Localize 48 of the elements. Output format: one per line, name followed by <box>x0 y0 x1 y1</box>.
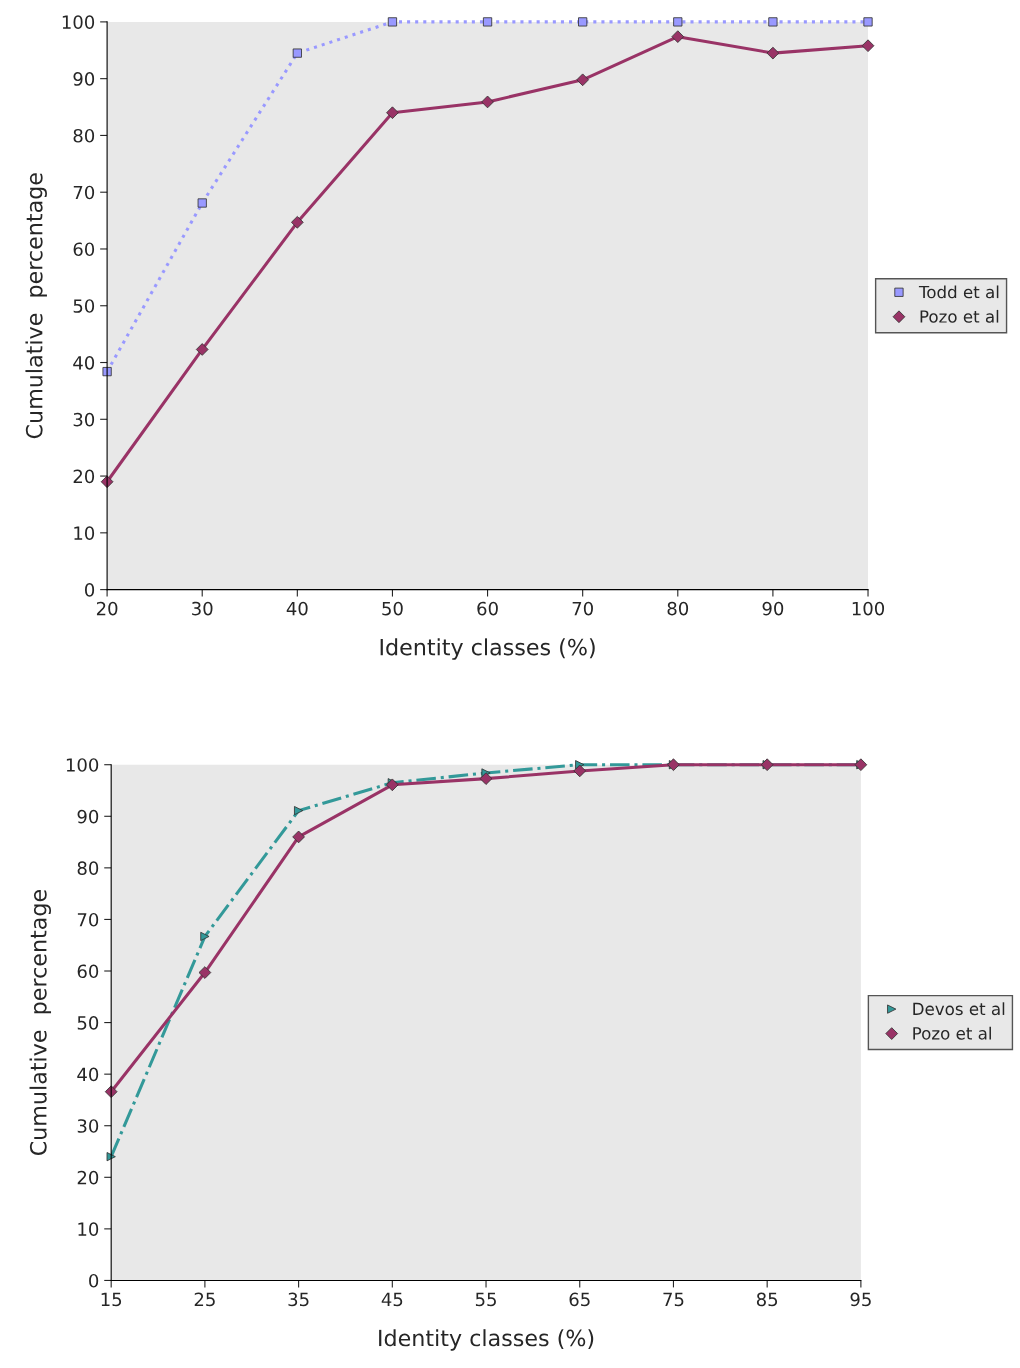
y-axis-title: Cumulative percentage <box>25 173 47 439</box>
y-tick-label: 100 <box>66 758 99 772</box>
x-tick-label: 95 <box>850 1292 871 1307</box>
x-tick-label: 35 <box>288 1292 309 1307</box>
x-tick-label: 100 <box>852 601 885 616</box>
legend-label: Todd et al <box>918 285 999 299</box>
y-tick-label: 0 <box>85 583 95 597</box>
y-tick-label: 20 <box>73 469 95 484</box>
y-tick-label: 40 <box>73 355 95 370</box>
legend-label: Devos et al <box>913 1002 1005 1016</box>
y-tick-label: 50 <box>73 299 95 313</box>
y-tick-label: 20 <box>77 1170 99 1185</box>
y-tick-label: 10 <box>78 1222 99 1236</box>
y-tick-label: 10 <box>74 526 95 540</box>
y-tick-label: 70 <box>77 912 99 927</box>
y-tick-label: 70 <box>73 185 95 200</box>
x-tick-label: 80 <box>667 601 689 616</box>
x-tick-label: 20 <box>96 601 118 616</box>
legend-label: Pozo et al <box>913 1026 991 1040</box>
x-tick-label: 40 <box>286 601 308 616</box>
y-tick-label: 30 <box>77 1119 99 1133</box>
x-tick-label: 90 <box>762 601 784 616</box>
x-tick-label: 55 <box>475 1292 496 1307</box>
y-tick-label: 80 <box>77 861 99 875</box>
x-tick-label: 85 <box>756 1292 778 1307</box>
y-tick-label: 50 <box>77 1016 99 1030</box>
x-tick-label: 60 <box>477 601 498 616</box>
x-tick-label: 75 <box>663 1292 684 1307</box>
x-axis-title: Identity classes (%) <box>380 638 595 660</box>
y-tick-label: 90 <box>73 72 95 86</box>
y-tick-label: 0 <box>89 1273 99 1288</box>
legend-label: Pozo et al <box>920 309 999 323</box>
x-tick-label: 15 <box>101 1292 122 1307</box>
y-tick-label: 60 <box>77 964 99 979</box>
x-tick-label: 45 <box>381 1292 403 1307</box>
x-tick-label: 30 <box>192 601 213 616</box>
y-tick-label: 100 <box>62 15 95 29</box>
y-axis-title: Cumulative percentage <box>29 890 52 1156</box>
x-tick-label: 25 <box>194 1292 215 1307</box>
y-tick-label: 80 <box>73 128 95 143</box>
x-tick-label: 65 <box>569 1292 590 1307</box>
y-tick-label: 60 <box>73 242 95 257</box>
x-tick-label: 70 <box>572 601 593 616</box>
x-tick-label: 50 <box>382 601 403 616</box>
y-tick-label: 30 <box>73 412 95 427</box>
y-tick-label: 40 <box>77 1067 99 1082</box>
y-tick-label: 90 <box>77 809 99 824</box>
x-axis-title: Identity classes (%) <box>379 1329 594 1351</box>
